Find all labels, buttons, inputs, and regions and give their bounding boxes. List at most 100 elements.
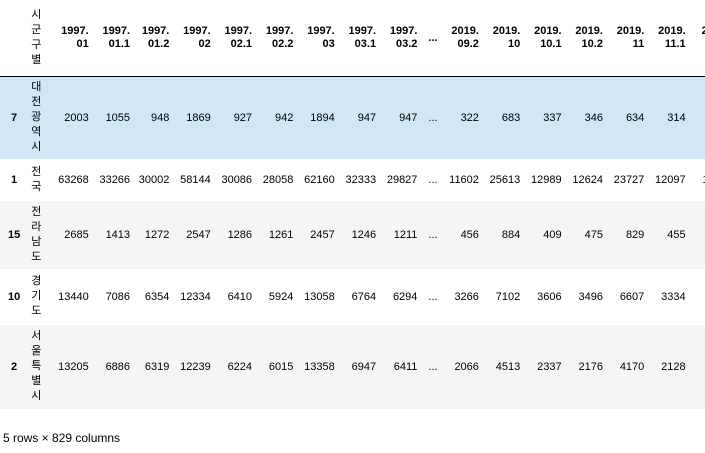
column-header: 20111 bbox=[685, 0, 705, 77]
column-header: 1997. 02 bbox=[169, 0, 211, 77]
table-cell: 32333 bbox=[345, 173, 377, 186]
table-cell: 927 bbox=[233, 111, 253, 124]
column-header-line: 10.2 bbox=[581, 38, 603, 50]
dataframe-table: 시군구별 1997. 01 1997. 01.1 1997. 01.2 1997. 02 199… bbox=[0, 0, 705, 409]
column-header-line: 03.1 bbox=[354, 38, 377, 50]
table-row[interactable]: 2 서울특별시 13205 6886 6319 12239 6224 6015 13358 694… bbox=[0, 324, 705, 409]
table-cell: 13358 bbox=[304, 360, 335, 373]
table-cell: 456 bbox=[460, 228, 479, 241]
table-cell: 2337 bbox=[537, 360, 562, 373]
table-cell: 314 bbox=[667, 111, 686, 124]
table-cell: 3 bbox=[686, 201, 705, 269]
table-cell: 58144 bbox=[180, 173, 211, 186]
column-header-line: 11.1 bbox=[664, 38, 686, 50]
column-header: 2019. 09.2 bbox=[437, 0, 479, 77]
table-cell: 3 bbox=[686, 77, 705, 159]
ellipsis-cell: ... bbox=[428, 111, 438, 124]
column-header-line: 201 bbox=[701, 25, 705, 37]
table-row[interactable]: 1 전국 63268 33266 30002 58144 30086 28058 62160 32… bbox=[0, 158, 705, 201]
column-header-line: 03.2 bbox=[396, 38, 418, 50]
column-header: 1997. 03.1 bbox=[334, 0, 377, 77]
table-cell: 12624 bbox=[572, 173, 603, 186]
table-cell: 12097 bbox=[655, 173, 686, 186]
table-cell: 32 bbox=[686, 269, 705, 325]
dataframe-shape: 5 rows × 829 columns bbox=[3, 431, 121, 445]
table-cell: 29827 bbox=[386, 173, 418, 186]
table-cell: 5924 bbox=[268, 290, 294, 303]
table-cell: 25613 bbox=[489, 173, 521, 186]
table-cell: 1055 bbox=[105, 111, 131, 124]
table-cell: 2066 bbox=[454, 360, 479, 373]
row-index: 7 bbox=[11, 111, 18, 124]
table-cell: 2457 bbox=[310, 228, 335, 241]
column-header-line: 2019. bbox=[658, 25, 686, 37]
table-cell: 6886 bbox=[105, 360, 131, 373]
table-cell: 62160 bbox=[304, 173, 335, 186]
column-header-line: 03 bbox=[322, 38, 335, 50]
column-header: 1997. 01.1 bbox=[88, 0, 131, 77]
table-cell: 3266 bbox=[454, 290, 479, 303]
table-cell: 3606 bbox=[537, 290, 562, 303]
table-cell: 1286 bbox=[227, 228, 253, 241]
table-cell: 337 bbox=[543, 111, 562, 124]
column-header-line: 2019. bbox=[575, 25, 603, 37]
table-cell: 6764 bbox=[351, 290, 377, 303]
table-cell: 20 bbox=[686, 325, 705, 409]
column-header-line: 1997. bbox=[141, 25, 170, 37]
column-header: 2019. 11.1 bbox=[644, 0, 686, 77]
table-cell: 6224 bbox=[227, 360, 253, 373]
table-cell: 475 bbox=[584, 228, 603, 241]
column-header-line: 09.2 bbox=[457, 38, 479, 50]
table-row[interactable]: 15 전라남도 2685 1413 1272 2547 1286 1261 2457 1246 12… bbox=[0, 200, 705, 269]
index-header-label: 시군구별 bbox=[31, 9, 42, 66]
table-cell: 63268 bbox=[58, 173, 89, 186]
column-header-ellipsis: ... bbox=[417, 0, 438, 77]
row-region-cell: 전국 bbox=[24, 159, 48, 201]
table-cell: 30086 bbox=[221, 173, 253, 186]
column-header-line: 11 bbox=[686, 38, 705, 51]
column-header-line: 02.2 bbox=[271, 38, 294, 50]
table-cell: 455 bbox=[667, 228, 686, 241]
column-header: 1997. 01 bbox=[48, 0, 89, 77]
table-cell: 6410 bbox=[227, 290, 253, 303]
column-header-line: 1997. bbox=[102, 25, 131, 37]
column-header-line: ... bbox=[428, 31, 438, 44]
table-cell: 942 bbox=[275, 111, 294, 124]
column-header-line: 10 bbox=[508, 38, 521, 50]
row-region-label: 경기도 bbox=[31, 275, 42, 317]
table-cell: 7086 bbox=[105, 290, 131, 303]
table-cell: 4170 bbox=[619, 360, 645, 373]
row-region-cell: 대전광역시 bbox=[24, 77, 48, 159]
table-cell: 409 bbox=[543, 228, 562, 241]
table-cell: 7102 bbox=[495, 290, 521, 303]
table-cell: 116 bbox=[686, 159, 705, 201]
column-header-line: 01 bbox=[76, 38, 89, 50]
table-cell: 6947 bbox=[351, 360, 377, 373]
ellipsis-cell: ... bbox=[428, 290, 438, 303]
row-region-cell: 경기도 bbox=[24, 269, 48, 325]
table-row[interactable]: 7 대전광역시 2003 1055 948 1869 927 942 1894 947 947...… bbox=[0, 76, 705, 159]
column-header: 1997. 01.2 bbox=[130, 0, 170, 77]
table-cell: 28058 bbox=[262, 173, 294, 186]
table-cell: 2003 bbox=[64, 111, 89, 124]
column-header-line: 2019. bbox=[492, 25, 521, 37]
row-region-label: 서울특별시 bbox=[31, 330, 42, 402]
column-header-line: 1997. bbox=[265, 25, 294, 37]
column-header: 1997. 03 bbox=[293, 0, 335, 77]
column-header-line: 01.2 bbox=[147, 38, 170, 50]
table-cell: 322 bbox=[460, 111, 479, 124]
column-header-line: 1997. bbox=[348, 25, 377, 37]
column-header: 2019. 10.2 bbox=[561, 0, 603, 77]
column-header-line: 1997. bbox=[389, 25, 418, 37]
table-row[interactable]: 10 경기도 13440 7086 6354 12334 6410 5924 13058 6764… bbox=[0, 268, 705, 325]
row-index: 10 bbox=[7, 290, 21, 303]
dataframe-output: 시군구별 1997. 01 1997. 01.1 1997. 01.2 1997. 02 199… bbox=[0, 0, 705, 409]
header-row: 시군구별 1997. 01 1997. 01.1 1997. 01.2 1997. 02 199… bbox=[0, 0, 705, 77]
ellipsis-cell: ... bbox=[428, 228, 438, 241]
table-cell: 12239 bbox=[180, 360, 211, 373]
column-header-line: 1997. bbox=[183, 25, 211, 37]
table-cell: 346 bbox=[584, 111, 603, 124]
table-cell: 6607 bbox=[619, 290, 645, 303]
row-region-cell: 전라남도 bbox=[24, 201, 48, 269]
index-header: 시군구별 bbox=[24, 0, 49, 77]
